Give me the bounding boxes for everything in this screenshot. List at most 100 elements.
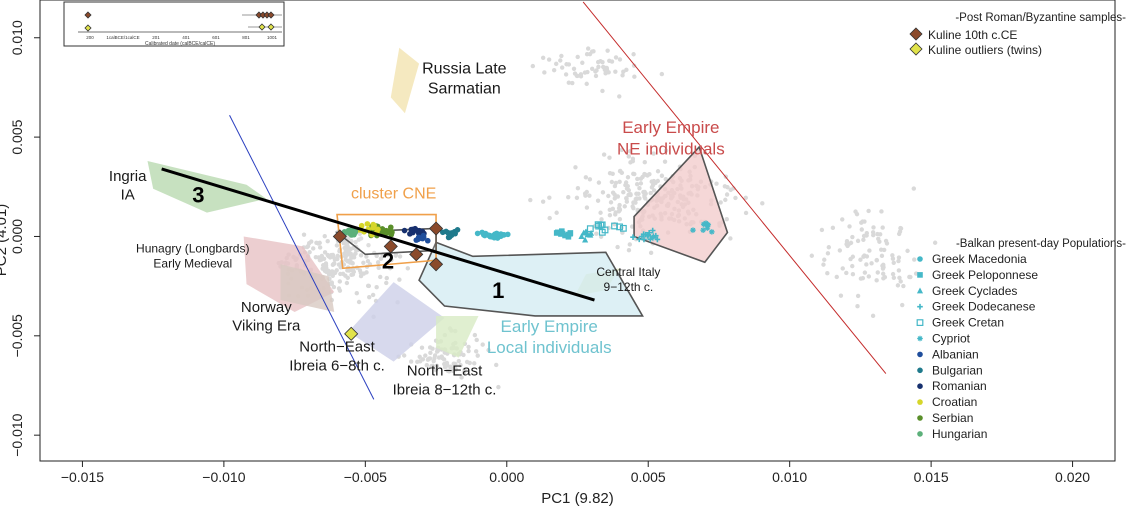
background-point — [370, 292, 376, 298]
outlined-region-polygon — [633, 145, 729, 264]
background-point — [571, 66, 577, 71]
background-point — [631, 52, 636, 57]
background-point — [554, 210, 559, 215]
background-point — [879, 209, 884, 214]
background-point — [570, 80, 575, 86]
background-point — [869, 261, 874, 266]
background-point — [580, 60, 585, 65]
background-point — [624, 186, 630, 191]
background-point — [583, 175, 589, 180]
balkan-point — [416, 227, 423, 234]
x-tick-label: 0.015 — [914, 469, 949, 485]
background-point — [344, 241, 350, 246]
background-point — [603, 71, 608, 76]
region-polygon — [436, 315, 479, 358]
background-point — [584, 52, 590, 57]
balkan-point — [647, 236, 654, 243]
background-point — [609, 59, 615, 64]
background-point — [855, 238, 861, 244]
legend-marker — [917, 367, 923, 374]
balkan-point — [481, 232, 488, 239]
background-point — [322, 233, 327, 239]
background-point — [364, 254, 369, 259]
balkan-point — [413, 237, 420, 243]
background-point — [600, 190, 606, 195]
background-point — [850, 254, 856, 259]
kuline-10th-point — [409, 247, 424, 262]
background-point — [480, 342, 485, 347]
legend-entry-label: Croatian — [932, 395, 977, 409]
background-point — [585, 69, 590, 75]
background-point — [558, 58, 563, 63]
background-point — [451, 361, 456, 366]
background-point — [572, 71, 578, 76]
background-point — [728, 236, 733, 241]
balkan-point — [703, 221, 709, 228]
background-point — [585, 46, 591, 51]
legend-entry-label: Greek Dodecanese — [932, 300, 1036, 314]
legend-marker — [917, 303, 923, 310]
background-point — [304, 244, 310, 250]
background-point — [651, 151, 656, 156]
background-point — [897, 275, 902, 280]
background-point — [434, 363, 440, 369]
background-point — [337, 288, 343, 293]
legend-marker — [909, 42, 923, 56]
x-tick-label: 0.020 — [1055, 469, 1090, 485]
background-point — [301, 232, 307, 237]
background-point — [606, 225, 611, 231]
trend-line — [161, 167, 595, 302]
background-point — [621, 190, 626, 195]
background-point — [374, 253, 379, 259]
background-point — [606, 193, 611, 199]
background-point — [326, 272, 332, 277]
background-point — [559, 65, 565, 70]
background-point — [584, 205, 590, 210]
region-label: North−East — [299, 339, 375, 356]
background-point — [643, 191, 648, 196]
inset-sample-marker — [267, 23, 275, 31]
background-point — [322, 268, 328, 274]
background-point — [475, 353, 480, 358]
background-point — [609, 179, 615, 185]
background-point — [850, 234, 855, 240]
background-point — [573, 165, 578, 170]
balkan-point — [504, 231, 511, 238]
background-point — [880, 263, 885, 268]
background-point — [402, 353, 407, 358]
cluster-number: 1 — [492, 278, 504, 303]
background-point — [361, 271, 367, 276]
background-point — [428, 350, 433, 356]
background-point — [733, 195, 738, 201]
background-point — [880, 225, 885, 230]
inset-sample-marker — [84, 24, 92, 32]
balkan-point — [386, 228, 393, 234]
background-point — [337, 279, 343, 284]
balkan-point — [639, 233, 645, 240]
background-point — [608, 200, 614, 205]
background-point — [634, 181, 640, 187]
axes: −0.015 −0.010 −0.005 0.000 0.005 0.010 0.015 0.… — [0, 20, 1090, 507]
background-point — [595, 59, 601, 65]
region-label: Viking Era — [232, 318, 301, 335]
background-point — [630, 156, 636, 162]
balkan-point — [594, 221, 602, 229]
background-point — [613, 212, 618, 217]
background-point — [860, 219, 865, 224]
background-point — [546, 57, 552, 62]
background-point — [559, 53, 564, 59]
background-point — [405, 266, 411, 271]
background-point — [911, 186, 917, 191]
legend-marker — [917, 272, 923, 278]
background-point — [384, 275, 389, 281]
inset-tick-label: 1calBCE/1calCE — [106, 35, 139, 40]
background-point — [629, 224, 635, 229]
balkan-point — [454, 226, 461, 233]
balkan-point — [370, 221, 377, 228]
background-point — [598, 210, 603, 215]
background-point — [317, 245, 323, 250]
balkan-point — [650, 233, 657, 240]
background-point — [637, 186, 642, 191]
background-point — [461, 352, 466, 358]
y-tick-label: 0.000 — [9, 219, 25, 254]
